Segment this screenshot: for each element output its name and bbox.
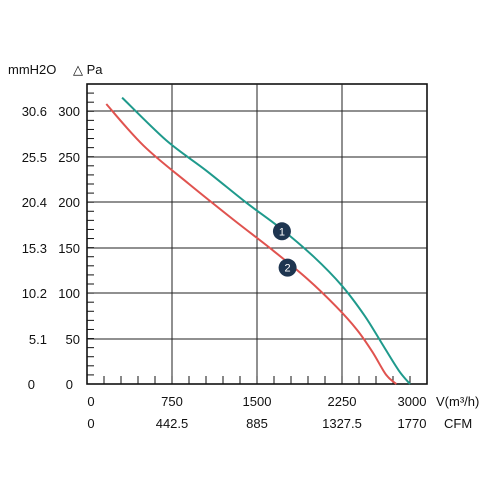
series-line-1 xyxy=(121,96,411,385)
series-layer xyxy=(105,96,411,385)
left-axis-1-tick: 5.1 xyxy=(29,332,47,347)
marker-label: 1 xyxy=(279,226,285,238)
left-axis-2-unit: △ Pa xyxy=(73,62,103,77)
marker-circle xyxy=(278,258,297,277)
left-axis-1-tick: 0 xyxy=(28,377,35,392)
marker-circle xyxy=(272,222,291,241)
left-axis-2-tick: 0 xyxy=(66,377,73,392)
x-axis-2-unit: CFM xyxy=(444,416,472,431)
x-axis-1-tick: 3000 xyxy=(398,394,427,409)
x-axis-2-tick: 885 xyxy=(246,416,268,431)
left-axis-2-tick: 300 xyxy=(58,104,80,119)
marker-layer: 12 xyxy=(272,222,297,277)
left-axis-1-tick: 15.3 xyxy=(22,241,47,256)
curve-marker-1: 1 xyxy=(272,222,291,241)
x-axis-1-tick: 1500 xyxy=(243,394,272,409)
x-axis-2-tick: 442.5 xyxy=(156,416,189,431)
series-line-2 xyxy=(105,103,398,385)
left-axis-2-tick: 250 xyxy=(58,150,80,165)
x-axis-1-tick: 750 xyxy=(161,394,183,409)
minor-ticks xyxy=(87,92,411,384)
left-axis-2-tick: 100 xyxy=(58,286,80,301)
x-axis-1-tick: 2250 xyxy=(328,394,357,409)
x-axis-1-unit: V(m³/h) xyxy=(436,394,479,409)
x-axis-2-tick: 0 xyxy=(87,416,94,431)
marker-label: 2 xyxy=(285,263,291,275)
curve-marker-2: 2 xyxy=(278,258,297,277)
left-axis-1-unit: mmH2O xyxy=(8,62,56,77)
x-axis-1-tick: 0 xyxy=(87,394,94,409)
left-axis-2-tick: 150 xyxy=(58,241,80,256)
x-axis-2-tick: 1770 xyxy=(398,416,427,431)
left-axis-2-tick: 50 xyxy=(66,332,80,347)
x-axis-2-tick: 1327.5 xyxy=(322,416,362,431)
left-axis-2-tick: 200 xyxy=(58,195,80,210)
left-axis-1-tick: 20.4 xyxy=(22,195,47,210)
left-axis-1-tick: 25.5 xyxy=(22,150,47,165)
left-axis-1-tick: 30.6 xyxy=(22,104,47,119)
left-axis-1-tick: 10.2 xyxy=(22,286,47,301)
